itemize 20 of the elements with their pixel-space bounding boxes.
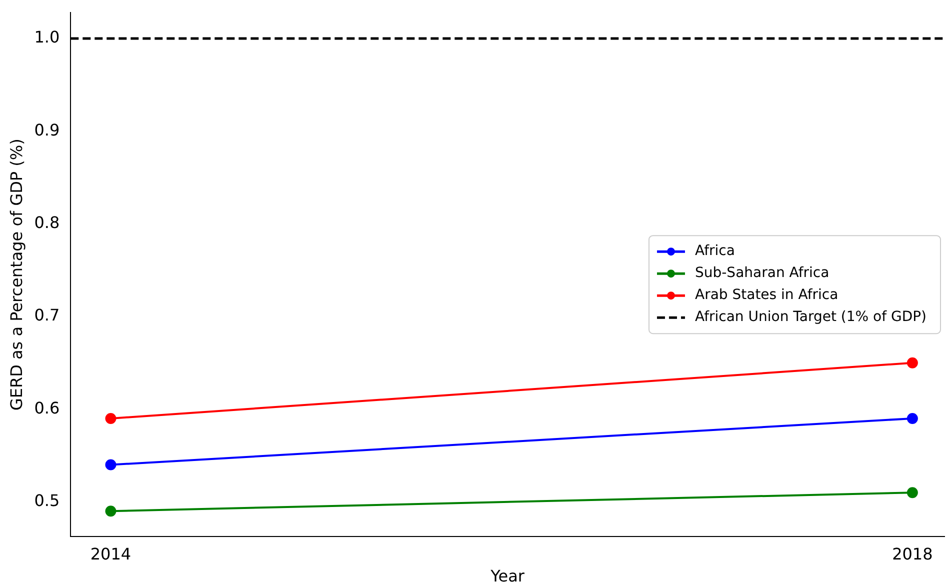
legend-label: Arab States in Africa (694, 287, 838, 304)
point (906, 357, 918, 368)
y-tick-label: 0.7 (34, 306, 60, 325)
point (906, 412, 918, 424)
y-tick-label: 1.0 (34, 28, 60, 47)
y-tick-label: 0.6 (34, 398, 60, 418)
x-axis-title: Year (490, 566, 525, 586)
x-tick-label: 2014 (90, 544, 132, 564)
x-tick-label: 2018 (892, 544, 933, 564)
point (105, 412, 116, 424)
y-tick-label: 0.8 (34, 213, 60, 232)
legend-label: African Union Target (1% of GDP) (694, 309, 927, 326)
legend-label: Sub-Saharan Africa (694, 265, 830, 282)
point (105, 459, 116, 470)
y-tick-label: 0.9 (34, 120, 60, 140)
y-tick-label: 0.5 (34, 491, 60, 510)
point (105, 506, 116, 517)
point (906, 487, 918, 498)
legend-label: Africa (694, 243, 735, 260)
y-axis-title: GERD as a Percentage of GDP (%) (6, 138, 26, 411)
